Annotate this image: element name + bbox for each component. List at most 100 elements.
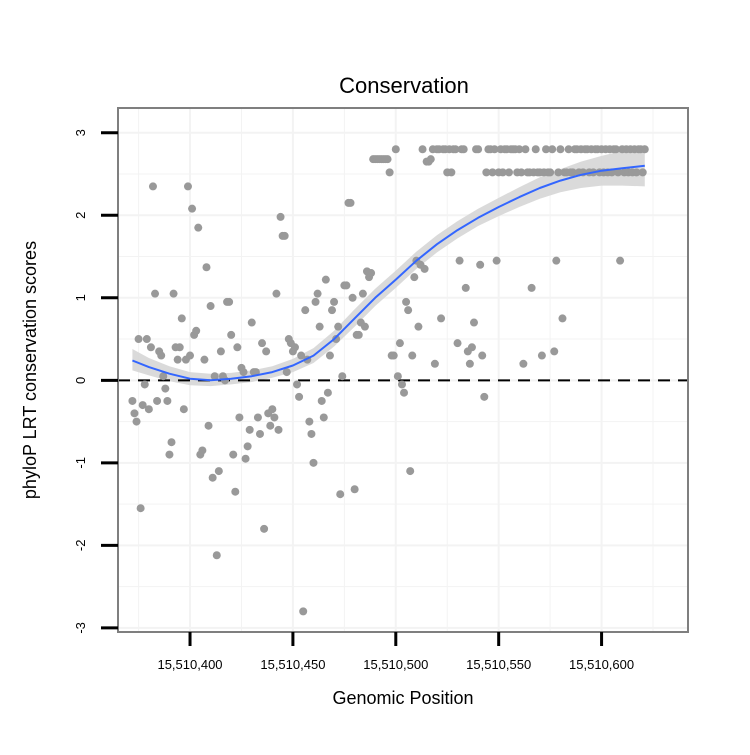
data-point [317, 396, 326, 405]
data-point [614, 168, 623, 177]
data-point [521, 145, 530, 154]
data-point [262, 347, 271, 356]
data-point [260, 524, 269, 533]
data-point [410, 273, 419, 282]
x-tick-label: 15,510,500 [363, 657, 428, 672]
data-point [350, 485, 359, 494]
x-axis: 15,510,400 15,510,450 15,510,500 15,510,550… [157, 632, 634, 672]
data-point [517, 168, 526, 177]
confidence-band-layer [132, 145, 645, 387]
data-point [313, 289, 322, 298]
data-point [426, 155, 435, 164]
data-point [167, 438, 176, 447]
y-tick-label: 1 [73, 294, 88, 301]
data-point [272, 289, 281, 298]
data-point [519, 359, 528, 368]
data-point [453, 339, 462, 348]
data-point [367, 269, 376, 278]
smooth-line-layer [132, 164, 645, 382]
data-point [490, 145, 499, 154]
data-point [233, 343, 242, 352]
data-point [270, 413, 279, 422]
data-point [478, 351, 487, 360]
data-point [552, 256, 561, 265]
data-point [192, 326, 201, 335]
data-point [616, 256, 625, 265]
data-point [554, 168, 563, 177]
data-point [330, 297, 339, 306]
data-point [480, 392, 489, 401]
data-point [194, 223, 203, 232]
data-point [383, 155, 392, 164]
data-point [204, 421, 213, 430]
data-point [245, 425, 254, 434]
data-point [142, 335, 151, 344]
data-point [469, 318, 478, 327]
data-point [255, 429, 264, 438]
data-point [476, 260, 485, 269]
data-point [301, 306, 310, 315]
data-point [299, 607, 308, 616]
data-point [395, 339, 404, 348]
data-point [467, 343, 476, 352]
data-point [276, 212, 285, 221]
data-point [216, 347, 225, 356]
data-point [206, 302, 215, 311]
data-point [266, 421, 275, 430]
data-point [214, 467, 223, 476]
data-point [290, 343, 299, 352]
data-point [146, 343, 155, 352]
x-tick-label: 15,510,600 [569, 657, 634, 672]
x-tick-label: 15,510,450 [260, 657, 325, 672]
y-tick-label: -3 [73, 622, 88, 634]
data-point [550, 347, 559, 356]
data-point [235, 413, 244, 422]
data-point [354, 330, 363, 339]
data-point [208, 473, 217, 482]
confidence-band [132, 145, 645, 387]
data-point [358, 289, 367, 298]
data-point [406, 467, 415, 476]
data-point [210, 372, 219, 381]
data-point [293, 380, 302, 389]
data-point [414, 322, 423, 331]
y-tick-label: -1 [73, 457, 88, 469]
data-point [338, 372, 347, 381]
data-point [537, 351, 546, 360]
data-point [332, 335, 341, 344]
data-point [200, 355, 209, 364]
data-point [157, 351, 166, 360]
data-point [305, 417, 314, 426]
y-axis: -3 -2 -1 0 1 2 3 [73, 129, 118, 634]
y-axis-label: phyloP LRT conservation scores [20, 241, 40, 499]
data-point [389, 351, 398, 360]
chart-title: Conservation [339, 73, 469, 98]
data-point [280, 231, 289, 240]
data-point [498, 168, 507, 177]
data-point [542, 145, 551, 154]
data-point [144, 405, 153, 414]
data-point [247, 318, 256, 327]
data-point [225, 297, 234, 306]
data-point [632, 168, 641, 177]
data-point [465, 359, 474, 368]
data-point [179, 405, 188, 414]
data-point [140, 380, 149, 389]
data-point [188, 204, 197, 213]
data-point [482, 168, 491, 177]
data-point [323, 388, 332, 397]
data-point [130, 409, 139, 418]
data-point [315, 322, 324, 331]
y-tick-label: -2 [73, 540, 88, 552]
data-point [397, 380, 406, 389]
data-point [342, 281, 351, 290]
data-point [229, 450, 238, 459]
data-point [307, 429, 316, 438]
data-point [504, 168, 513, 177]
data-point [148, 182, 157, 191]
points-layer [128, 145, 649, 616]
x-axis-label: Genomic Position [332, 688, 473, 708]
data-point [527, 283, 536, 292]
